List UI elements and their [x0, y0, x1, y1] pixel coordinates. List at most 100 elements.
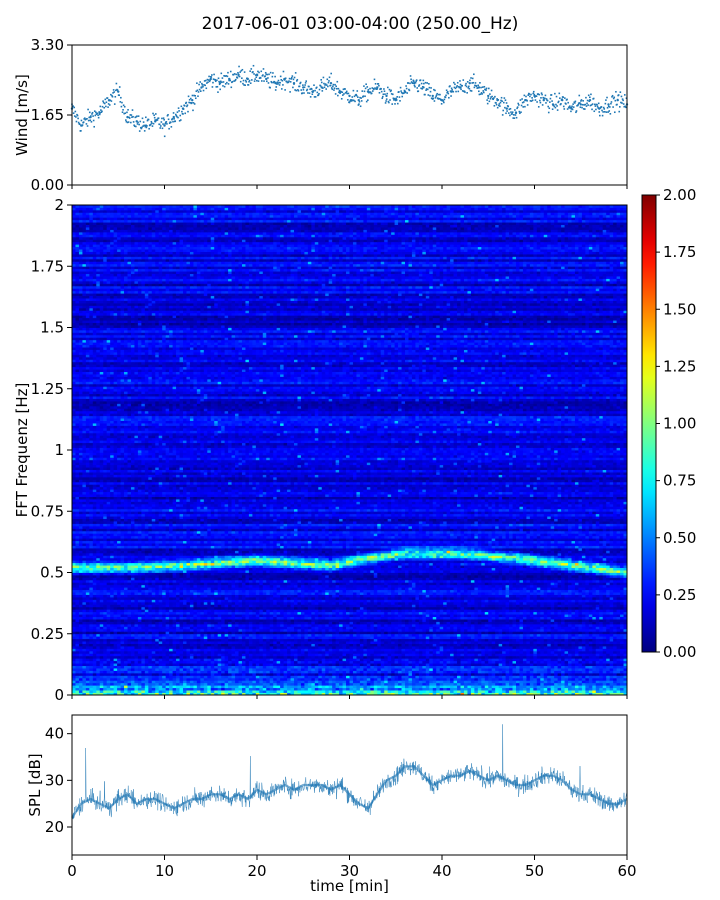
wind-point	[255, 73, 259, 76]
colorbar-tick-label: 0.75	[663, 472, 696, 490]
wind-point	[107, 98, 111, 102]
colorbar-tick-label: 0.00	[663, 643, 696, 661]
wind-point	[283, 77, 286, 81]
wind-point	[163, 124, 166, 127]
wind-point	[172, 115, 175, 119]
spectrogram-y-tick-label: 1	[54, 441, 64, 459]
spectrogram-y-tick-label: 2	[54, 196, 64, 214]
colorbar-tick-label: 1.00	[663, 415, 696, 433]
wind-point	[542, 98, 545, 102]
spectrogram-y-tick-label: 1.75	[31, 257, 64, 275]
wind-point	[348, 94, 351, 98]
spl-x-axis-label: time [min]	[310, 877, 389, 895]
wind-point	[422, 86, 425, 89]
figure-title: 2017-06-01 03:00-04:00 (250.00_Hz)	[0, 14, 720, 34]
wind-point	[468, 81, 471, 85]
wind-point	[191, 98, 194, 102]
wind-y-tick-label: 3.30	[31, 36, 64, 54]
wind-point	[570, 107, 573, 110]
wind-point	[218, 81, 222, 85]
wind-point	[514, 111, 518, 115]
spectrogram-y-axis-label: FFT Frequenz [Hz]	[13, 383, 31, 518]
wind-point	[450, 90, 453, 93]
wind-point	[237, 73, 240, 76]
wind-point	[477, 86, 481, 89]
wind-axes-frame	[71, 44, 628, 186]
wind-point	[117, 90, 120, 93]
wind-point	[329, 81, 333, 85]
spl-x-tick-label: 10	[155, 862, 174, 880]
spectrogram-y-tick-label: 1.25	[31, 380, 64, 398]
wind-point	[144, 124, 148, 127]
spectrogram-y-tick-label: 0	[54, 686, 64, 704]
wind-point	[126, 115, 129, 119]
wind-point	[376, 86, 379, 89]
colorbar-tick-label: 1.50	[663, 300, 696, 318]
wind-point	[246, 77, 249, 81]
colorbar-tick-label: 1.25	[663, 357, 696, 375]
spl-x-tick-label: 60	[617, 862, 636, 880]
spectrogram-cells	[72, 205, 628, 696]
spl-x-tick-label: 50	[525, 862, 544, 880]
wind-point	[505, 107, 508, 110]
wind-point	[320, 86, 323, 89]
wind-point	[533, 94, 536, 98]
wind-point	[431, 94, 434, 98]
spl-y-axis-label: SPL [dB]	[26, 753, 44, 816]
wind-point	[403, 90, 407, 93]
wind-point	[228, 77, 231, 81]
wind-point	[339, 90, 342, 93]
spl-x-tick-label: 30	[340, 862, 359, 880]
wind-point	[551, 103, 555, 106]
wind-point	[459, 86, 462, 89]
wind-point	[394, 98, 397, 102]
wind-y-tick-label: 1.65	[31, 106, 64, 124]
colorbar-tick-label: 1.75	[663, 243, 696, 261]
wind-point	[209, 77, 212, 81]
wind-point	[561, 98, 564, 102]
wind-point	[579, 103, 582, 106]
spectrogram-y-tick-label: 0.25	[31, 625, 64, 643]
wind-y-tick-label: 0.00	[31, 176, 64, 194]
spl-axes-frame	[71, 714, 628, 856]
spectrogram-y-tick-label: 0.75	[31, 502, 64, 520]
spl-line-trace	[71, 724, 628, 820]
wind-point	[302, 86, 305, 89]
wind-point	[311, 90, 314, 93]
spectrogram-y-tick-label: 1.5	[40, 319, 64, 337]
wind-point	[616, 98, 619, 102]
spl-y-tick-label: 40	[45, 725, 64, 743]
colorbar-tick-label: 0.50	[663, 529, 696, 547]
wind-point	[598, 107, 601, 110]
wind-point	[89, 115, 92, 119]
wind-point	[200, 86, 203, 89]
wind-point	[181, 107, 185, 110]
wind-point	[366, 90, 370, 93]
spl-y-tick-label: 20	[45, 818, 64, 836]
spl-series-line	[71, 765, 628, 819]
wind-point	[274, 81, 277, 85]
wind-point	[98, 111, 101, 115]
wind-point	[440, 98, 444, 102]
wind-point	[135, 120, 138, 123]
wind-point	[292, 81, 296, 85]
spl-x-tick-label: 20	[247, 862, 266, 880]
wind-point	[487, 94, 490, 98]
wind-point	[413, 81, 416, 85]
colorbar-tick-label: 2.00	[663, 186, 696, 204]
spectrogram-y-tick-label: 0.5	[40, 564, 64, 582]
wind-point	[588, 98, 592, 102]
wind-point	[524, 98, 527, 102]
wind-point	[154, 120, 157, 123]
colorbar	[641, 194, 657, 653]
spl-y-tick-label: 30	[45, 771, 64, 789]
wind-point	[385, 94, 388, 98]
colorbar-tick-label: 0.25	[663, 586, 696, 604]
spl-x-tick-label: 0	[67, 862, 77, 880]
spl-x-tick-label: 40	[432, 862, 451, 880]
wind-point	[80, 124, 83, 127]
wind-y-axis-label: Wind [m/s]	[13, 74, 31, 156]
wind-point	[607, 103, 610, 106]
wind-point	[265, 77, 268, 81]
